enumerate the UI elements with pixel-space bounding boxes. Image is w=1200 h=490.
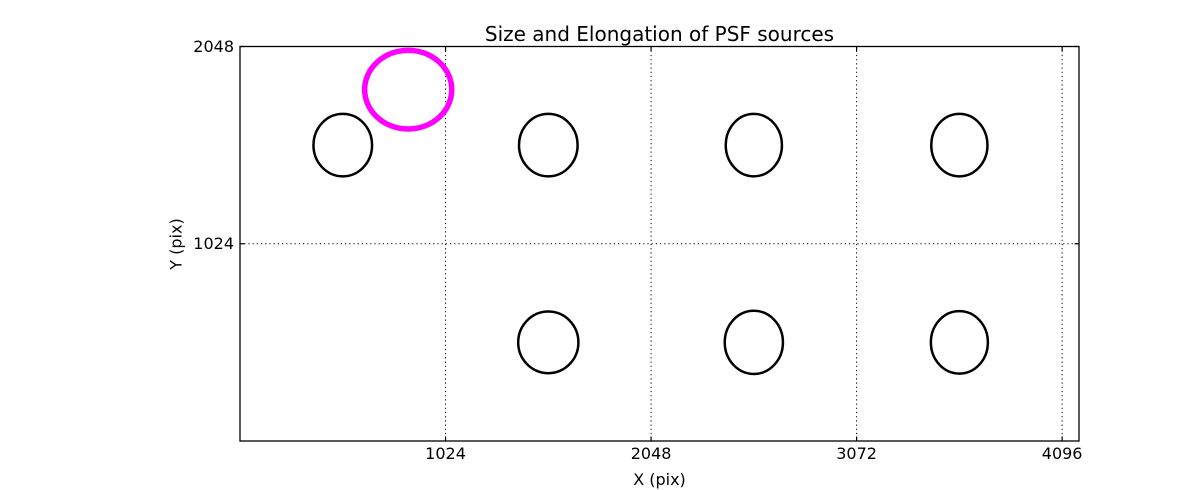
x-tick-label-4096: 4096 bbox=[1041, 444, 1083, 463]
x-tick-label-2048: 2048 bbox=[630, 444, 672, 463]
highlighted-psf-source-ellipse bbox=[361, 47, 455, 132]
chart-title: Size and Elongation of PSF sources bbox=[484, 22, 835, 46]
psf-source-ellipse bbox=[929, 309, 990, 375]
y-tick-label-2048: 2048 bbox=[193, 37, 234, 56]
psf-source-ellipse bbox=[930, 112, 989, 178]
psf-source-ellipse bbox=[312, 112, 374, 178]
psf-source-ellipse bbox=[724, 112, 784, 178]
x-axis-label: X (pix) bbox=[633, 470, 686, 489]
x-tick-label-1024: 1024 bbox=[425, 444, 466, 463]
y-tick-label-1024: 1024 bbox=[193, 234, 234, 254]
psf-source-ellipse bbox=[516, 310, 580, 375]
psf-source-ellipse bbox=[517, 112, 579, 178]
psf-source-ellipse bbox=[723, 309, 785, 376]
x-tick-label-3072: 3072 bbox=[836, 444, 877, 463]
